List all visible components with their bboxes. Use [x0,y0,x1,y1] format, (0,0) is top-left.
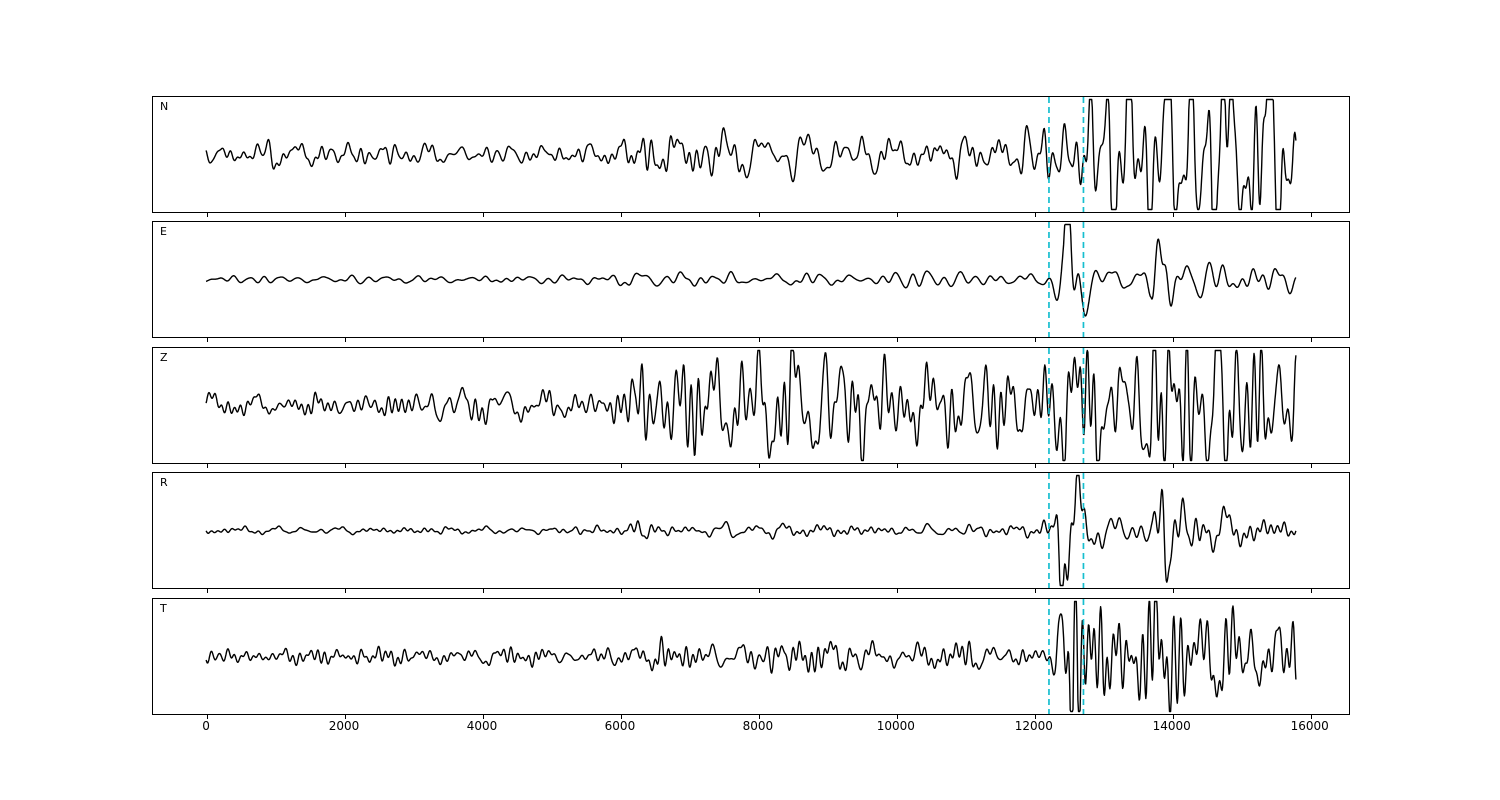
x-tick-label: 2000 [328,719,360,733]
waveform-z [205,348,1297,463]
seismic-trace [205,600,1297,713]
trace-panel-r: R [152,472,1350,593]
x-tick-mark [620,464,622,468]
x-tick-mark [620,715,622,719]
x-tick-mark [1172,715,1174,719]
waveform-e [205,222,1297,337]
x-tick-mark [207,338,209,342]
seismic-trace [205,349,1297,462]
x-tick-mark [483,338,484,342]
x-tick-mark [345,338,347,342]
x-tick-mark [896,213,898,217]
x-tick-mark [1310,213,1312,217]
x-tick-mark [345,715,347,719]
trace-label-e: E [160,225,167,238]
x-tick-label: 12000 [1014,719,1053,733]
x-tick-mark [1034,715,1036,719]
trace-panel-e: E [152,221,1350,342]
x-tick-label: 4000 [466,719,498,733]
x-tick-label: 10000 [876,719,915,733]
trace-panel-z: Z [152,347,1350,468]
x-tick-mark [1172,464,1174,468]
x-tick-mark [896,589,898,593]
x-tick-label: 16000 [1290,719,1329,733]
waveform-r [205,473,1297,588]
x-tick-mark [483,213,484,217]
x-tick-mark [483,715,484,719]
seismic-trace [205,474,1297,587]
x-tick-mark [207,464,209,468]
seismic-trace [205,223,1297,317]
x-tick-mark [1034,589,1036,593]
x-axis: 0 2000 4000 6000 8000 10000 12000 14000 16000 [153,719,1349,735]
x-tick-mark [207,715,209,719]
waveform-t [205,599,1297,714]
x-tick-mark [620,213,622,217]
x-tick-mark [345,213,347,217]
x-tick-mark [1310,464,1312,468]
x-tick-mark [207,213,209,217]
x-tick-mark [620,589,622,593]
trace-label-r: R [160,476,168,489]
x-tick-mark [896,338,898,342]
x-tick-mark [345,589,347,593]
trace-panel-n: N [152,96,1350,217]
x-tick-mark [896,715,898,719]
x-tick-mark [758,715,760,719]
x-tick-mark [207,589,209,593]
x-tick-mark [758,213,760,217]
x-tick-mark [345,464,347,468]
x-tick-mark [1310,589,1312,593]
x-tick-mark [483,589,484,593]
x-tick-mark [1034,338,1036,342]
x-tick-label: 8000 [742,719,774,733]
x-tick-mark [896,464,898,468]
seismic-trace [205,98,1297,211]
x-tick-label: 6000 [604,719,636,733]
waveform-n [205,97,1297,212]
x-tick-mark [1172,338,1174,342]
x-tick-mark [1310,715,1312,719]
x-tick-mark [1034,464,1036,468]
x-tick-mark [1172,213,1174,217]
x-tick-label: 14000 [1152,719,1191,733]
x-tick-mark [1310,338,1312,342]
trace-label-n: N [160,100,169,113]
trace-panel-t: T [152,598,1350,719]
x-tick-mark [483,464,484,468]
x-tick-mark [1034,213,1036,217]
trace-label-z: Z [160,351,168,364]
x-tick-label: 0 [202,719,210,733]
x-tick-mark [758,589,760,593]
x-tick-mark [620,338,622,342]
x-tick-mark [1172,589,1174,593]
x-tick-mark [758,464,760,468]
x-tick-mark [758,338,760,342]
trace-label-t: T [160,602,167,615]
